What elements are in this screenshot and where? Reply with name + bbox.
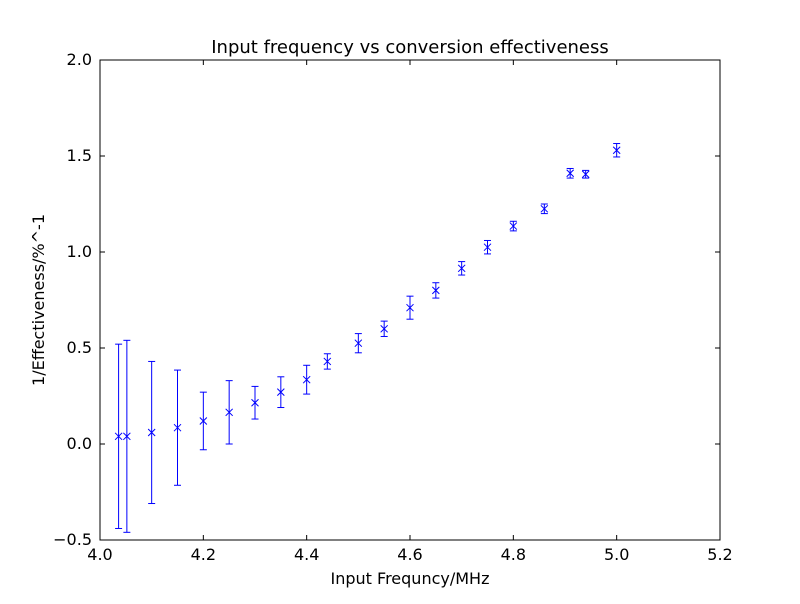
data-point (173, 369, 182, 486)
marker-x-stroke (406, 303, 414, 312)
data-point (380, 320, 389, 337)
data-point (431, 282, 440, 299)
marker-x-stroke (483, 243, 492, 252)
x-tick-label: 5.0 (604, 545, 629, 564)
marker-x-stroke (540, 204, 549, 213)
chart-title: Input frequency vs conversion effectiven… (211, 37, 609, 58)
marker-x-stroke (509, 222, 518, 230)
data-point (251, 385, 259, 420)
x-tick-label: 4.2 (191, 545, 216, 564)
marker-x-stroke (302, 375, 311, 384)
marker-x-stroke (457, 264, 466, 273)
data-point (302, 364, 311, 395)
marker-x-stroke (431, 286, 440, 295)
data-point (509, 220, 518, 232)
data-point (457, 261, 466, 276)
data-point (199, 391, 208, 451)
data-point (354, 333, 363, 354)
data-point (483, 239, 492, 255)
y-tick-label: 0.5 (67, 338, 92, 357)
marker-x-stroke (380, 324, 389, 333)
y-tick-label: −0.5 (53, 530, 92, 549)
x-tick-label: 4.0 (87, 545, 112, 564)
data-point (123, 339, 131, 533)
data-point (581, 169, 590, 179)
data-point (147, 360, 156, 505)
marker-x-stroke (323, 357, 332, 366)
x-tick-label: 4.6 (397, 545, 422, 564)
marker-x-stroke (147, 428, 156, 437)
x-tick-label: 4.4 (294, 545, 319, 564)
y-tick-label: 1.5 (67, 146, 92, 165)
y-tick-label: 0.0 (67, 434, 92, 453)
data-point (225, 380, 234, 445)
y-tick-label: 1.0 (67, 242, 92, 261)
marker-x-stroke (276, 388, 285, 397)
marker-x-stroke (123, 432, 131, 441)
x-tick-label: 5.2 (707, 545, 732, 564)
marker-x-stroke (354, 339, 363, 348)
data-point (566, 167, 575, 179)
marker-x-stroke (566, 169, 575, 178)
y-axis-label: 1/Effectiveness/%^-1 (29, 214, 48, 386)
marker-x-stroke (114, 432, 123, 441)
x-axis-label: Input Frequncy/MHz (331, 569, 490, 588)
marker-x-stroke (225, 408, 234, 417)
data-point (114, 343, 123, 529)
marker-x-stroke (612, 146, 621, 155)
marker-x-stroke (173, 423, 182, 432)
data-point (276, 376, 285, 409)
y-tick-label: 2.0 (67, 50, 92, 69)
data-point (612, 143, 621, 158)
data-point (406, 295, 414, 320)
marker-x-stroke (199, 417, 208, 425)
marker-x-stroke (581, 170, 590, 179)
plot-frame (99, 59, 721, 541)
data-point (540, 203, 549, 215)
data-point (323, 353, 332, 370)
marker-x-stroke (251, 398, 259, 407)
x-tick-label: 4.8 (501, 545, 526, 564)
